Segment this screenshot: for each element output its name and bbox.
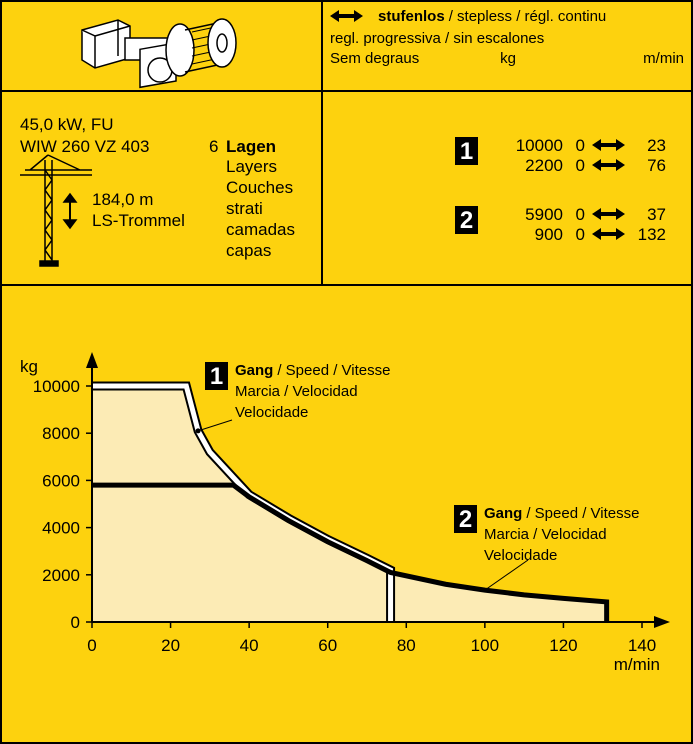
y-tick-label: 4000 bbox=[42, 519, 80, 538]
annotation-rest: / Speed / Vitesse bbox=[277, 362, 390, 379]
winch-drawing bbox=[81, 18, 237, 89]
drum: LS-Trommel bbox=[92, 211, 185, 230]
y-tick-label: 6000 bbox=[42, 471, 80, 490]
annotation: Velocidade bbox=[484, 547, 557, 564]
load-kg: 900 bbox=[535, 225, 563, 244]
x-tick-label: 0 bbox=[87, 636, 96, 655]
layers-label: Couches bbox=[226, 178, 293, 197]
annotation-bold: Gang bbox=[484, 505, 522, 522]
gear-number: 2 bbox=[460, 207, 473, 234]
power: 45,0 kW, FU bbox=[20, 115, 114, 134]
layers-label: capas bbox=[226, 241, 271, 260]
model: WIW 260 VZ 403 bbox=[20, 137, 149, 156]
layers-label: Layers bbox=[226, 157, 277, 176]
x-tick-label: 60 bbox=[318, 636, 337, 655]
speed-from: 0 bbox=[576, 156, 585, 175]
speed-from: 0 bbox=[576, 205, 585, 224]
load-kg: 2200 bbox=[525, 156, 563, 175]
pointer bbox=[197, 419, 233, 432]
series-line bbox=[92, 482, 610, 622]
x-tick-label: 20 bbox=[161, 636, 180, 655]
speed-to: 37 bbox=[647, 205, 666, 224]
annotation: Marcia / Velocidad bbox=[484, 526, 607, 543]
annotation-bold: Gang bbox=[235, 362, 273, 379]
speed-to: 23 bbox=[647, 136, 666, 155]
x-tick-label: 40 bbox=[240, 636, 259, 655]
gear-badge bbox=[455, 137, 478, 165]
y-tick-label: 2000 bbox=[42, 566, 80, 585]
unit-kg: kg bbox=[500, 50, 516, 67]
annotation: Velocidade bbox=[235, 404, 308, 421]
x-tick-label: 100 bbox=[471, 636, 499, 655]
layers-count: 6 bbox=[209, 137, 218, 156]
annotation: Gang / Speed / Vitesse bbox=[484, 505, 639, 522]
layers-label: Lagen bbox=[226, 137, 276, 156]
unit-speed: m/min bbox=[643, 50, 684, 67]
gear-badge bbox=[455, 206, 478, 234]
speed-from: 0 bbox=[576, 136, 585, 155]
x-tick-label: 140 bbox=[628, 636, 656, 655]
x-tick-label: 120 bbox=[549, 636, 577, 655]
speed-to: 132 bbox=[638, 225, 666, 244]
pointer bbox=[484, 559, 529, 591]
y-axis-label: kg bbox=[20, 357, 38, 376]
legend-label: 1 bbox=[210, 363, 223, 390]
y-tick-label: 0 bbox=[71, 613, 80, 632]
annotation-rest: / Speed / Vitesse bbox=[526, 505, 639, 522]
load-kg: 5900 bbox=[525, 205, 563, 224]
crane-icon bbox=[20, 154, 92, 267]
legend-label: 2 bbox=[459, 506, 472, 533]
layers-label: strati bbox=[226, 199, 263, 218]
gear-badge bbox=[205, 362, 228, 390]
y-tick-label: 10000 bbox=[33, 377, 80, 396]
y-arrow bbox=[86, 352, 98, 368]
mode-line-2: regl. progressiva / sin escalones bbox=[330, 30, 544, 47]
mode-line-1: stufenlos / stepless / régl. continu bbox=[378, 8, 606, 25]
x-axis-label: m/min bbox=[614, 655, 660, 674]
load-kg: 10000 bbox=[516, 136, 563, 155]
mode-bold: stufenlos bbox=[378, 8, 445, 25]
speed-to: 76 bbox=[647, 156, 666, 175]
mode-rest: / stepless / régl. continu bbox=[449, 8, 607, 25]
rope-length: 184,0 m bbox=[92, 190, 153, 209]
gear-badge bbox=[454, 505, 477, 533]
y-tick-label: 8000 bbox=[42, 424, 80, 443]
pointer-dot bbox=[195, 428, 201, 434]
speed-from: 0 bbox=[576, 225, 585, 244]
annotation: Gang / Speed / Vitesse bbox=[235, 362, 390, 379]
x-tick-label: 80 bbox=[397, 636, 416, 655]
annotation: Marcia / Velocidad bbox=[235, 383, 358, 400]
gear-number: 1 bbox=[460, 138, 473, 165]
layers-label: camadas bbox=[226, 220, 295, 239]
mode-line-3: Sem degraus bbox=[330, 50, 419, 67]
x-arrow bbox=[654, 616, 670, 628]
